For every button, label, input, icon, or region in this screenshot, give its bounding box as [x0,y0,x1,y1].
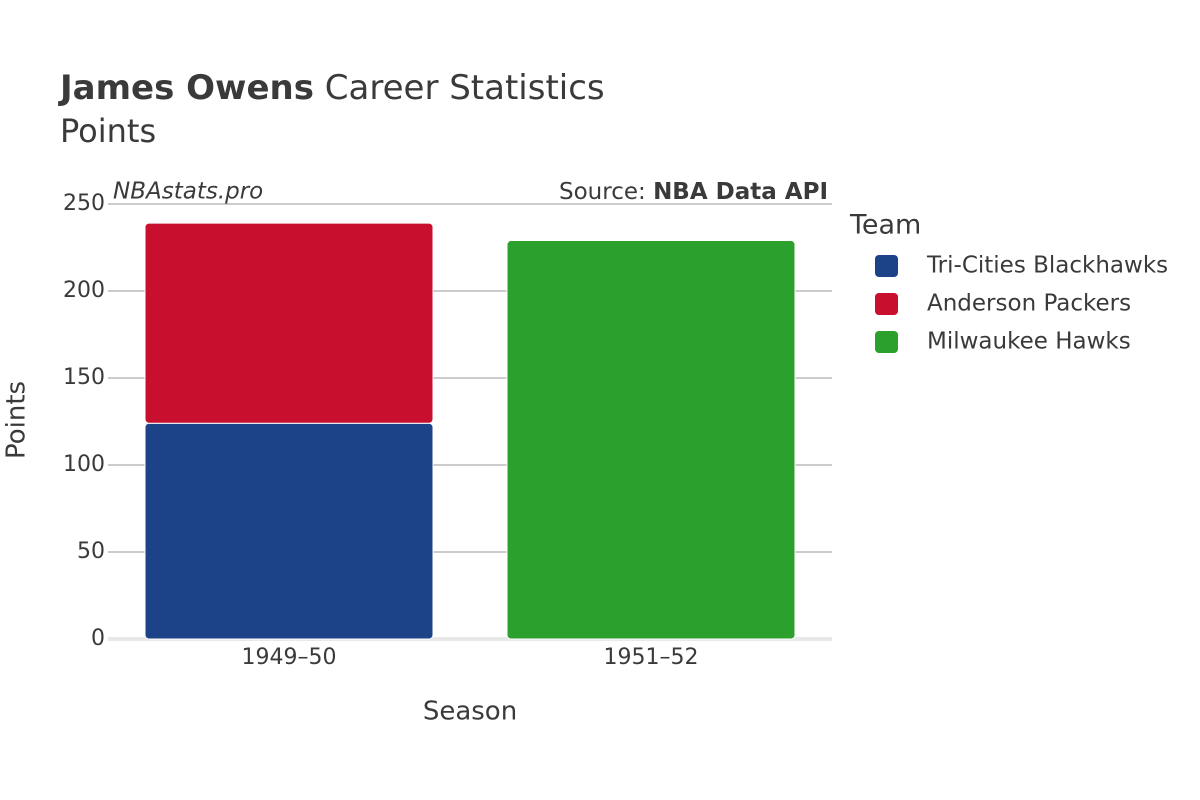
x-axis-label: Season [423,697,517,727]
title-suffix: Career Statistics [325,68,605,108]
legend-label: Tri-Cities Blackhawks [926,253,1168,279]
legend-label: Milwaukee Hawks [927,329,1131,355]
y-tick-label: 50 [77,539,105,564]
legend-label: Anderson Packers [927,291,1131,317]
y-tick-label: 150 [63,365,105,390]
x-tick-label: 1951–52 [604,645,699,670]
legend-swatch [875,331,898,353]
title-name: James Owens [58,68,314,108]
x-tick-label: 1949–50 [242,645,337,670]
bar [144,222,434,424]
chart-title: James Owens Career Statistics [58,68,605,108]
bar [506,240,796,640]
y-tick-label: 0 [91,626,105,651]
y-tick-label: 250 [63,191,105,216]
legend-swatch [875,293,898,315]
bar [144,422,434,640]
y-tick-label: 200 [63,278,105,303]
source-name: NBA Data API [653,179,828,205]
legend-swatch [875,255,898,277]
y-axis-label: Points [2,381,32,459]
source: Source: NBA Data API [559,179,828,205]
y-tick-label: 100 [63,452,105,477]
chart-subtitle: Points [60,112,156,150]
watermark: NBAstats.pro [113,179,263,205]
legend-title: Team [849,210,921,241]
source-prefix: Source: [559,179,646,205]
